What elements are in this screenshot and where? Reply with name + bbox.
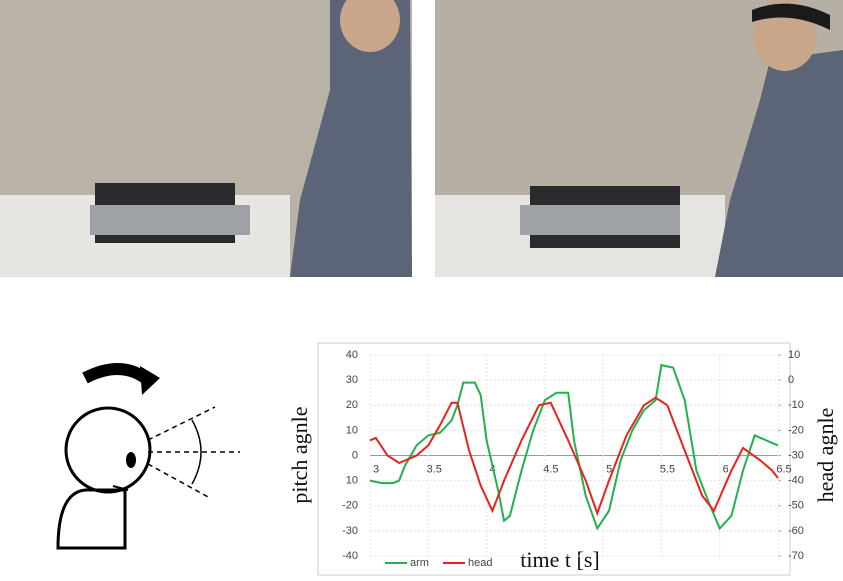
y2-tick-label: 0 [788, 374, 794, 386]
y-tick-label: -20 [342, 500, 358, 512]
x-tick-label: 5.5 [660, 463, 675, 475]
y2-tick-label: -70 [788, 550, 804, 562]
x-tick-label: 3.5 [427, 463, 442, 475]
y-tick-label: -40 [342, 550, 358, 562]
y2-tick-label: -10 [788, 399, 804, 411]
y2-tick-label: -60 [788, 525, 804, 537]
legend-label: head [468, 557, 492, 569]
figure: pitch agnle head agnle time t [s] 403020… [0, 0, 843, 581]
y-axis-title: pitch agnle [287, 406, 312, 503]
x-axis-title: time t [s] [520, 547, 599, 572]
y-tick-label: 10 [346, 475, 358, 487]
head-icon [58, 366, 240, 548]
page: pitch agnle head agnle time t [s] 403020… [0, 0, 843, 581]
legend-label: arm [410, 557, 429, 569]
y-tick-label: -30 [342, 525, 358, 537]
y-tick-label: 40 [346, 349, 358, 361]
y-tick-label: 10 [346, 424, 358, 436]
x-tick-label: 4.5 [543, 463, 558, 475]
chart-frame [318, 343, 790, 575]
y-tick-label: 0 [352, 449, 358, 461]
photo-left [0, 0, 412, 277]
y2-axis-title: head agnle [813, 408, 838, 503]
photo-right [435, 0, 843, 277]
y-tick-label: 30 [346, 374, 358, 386]
y2-tick-label: 10 [788, 349, 800, 361]
y2-tick-label: -20 [788, 424, 804, 436]
x-tick-label: 6 [723, 463, 729, 475]
y2-tick-label: -50 [788, 500, 804, 512]
x-tick-label: 3 [373, 463, 379, 475]
x-tick-label: 6.5 [776, 463, 791, 475]
y2-tick-label: -40 [788, 475, 804, 487]
y2-tick-label: -30 [788, 449, 804, 461]
y-tick-label: 20 [346, 399, 358, 411]
